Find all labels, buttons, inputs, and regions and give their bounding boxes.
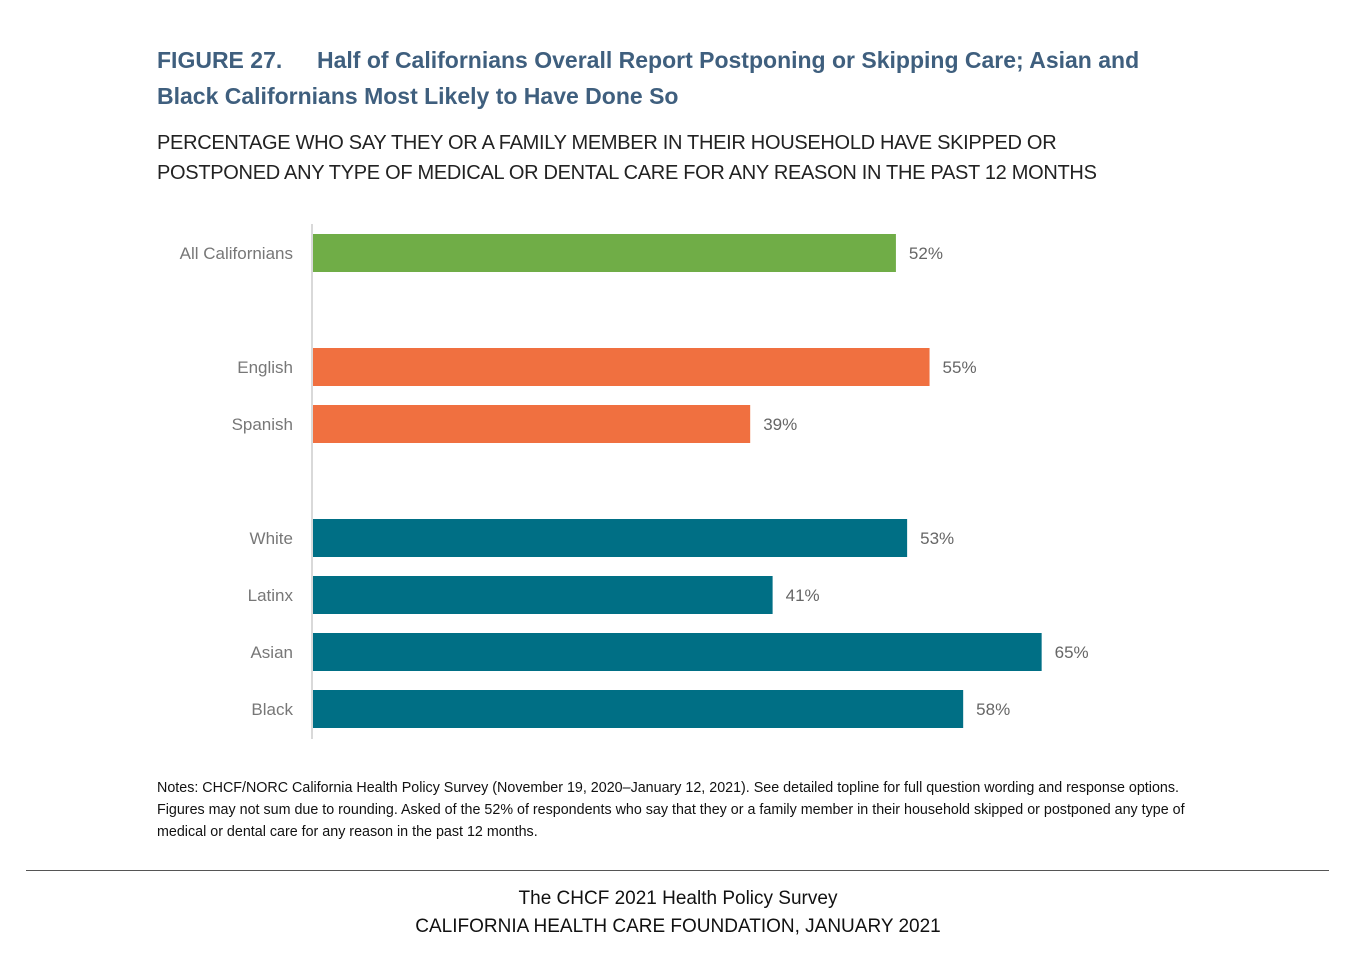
bar-all-californians [313, 234, 896, 272]
bar-spanish [313, 405, 751, 443]
bar-white [313, 519, 908, 557]
category-label: White [250, 529, 293, 548]
footer: The CHCF 2021 Health Policy Survey CALIF… [0, 885, 1356, 941]
value-label: 39% [763, 415, 797, 434]
bar-asian [313, 633, 1042, 671]
value-label: 58% [976, 700, 1010, 719]
footer-survey-name: The CHCF 2021 Health Policy Survey [518, 888, 838, 909]
bar-black [313, 690, 964, 728]
category-label: Spanish [232, 415, 293, 434]
category-label: English [237, 358, 293, 377]
category-label: Black [251, 700, 293, 719]
bar-chart: All Californians 52% English 55% Spanish 39% W… [180, 224, 1089, 739]
bar-english [313, 348, 930, 386]
chart-notes: Notes: CHCF/NORC California Health Polic… [157, 780, 1185, 840]
value-label: 65% [1055, 643, 1089, 662]
figure-label: FIGURE 27. [157, 47, 283, 73]
value-label: 52% [909, 244, 943, 263]
footer-organization: CALIFORNIA HEALTH CARE FOUNDATION, JANUA… [415, 916, 941, 937]
category-label: All Californians [180, 244, 293, 263]
value-label: 53% [920, 529, 954, 548]
value-label: 41% [786, 586, 820, 605]
category-label: Latinx [248, 586, 294, 605]
chart-subtitle: PERCENTAGE WHO SAY THEY OR A FAMILY MEMB… [157, 132, 1097, 184]
bar-latinx [313, 576, 773, 614]
footer-divider [26, 870, 1329, 871]
figure-title-text: Half of Californians Overall Report Post… [157, 47, 1140, 109]
figure-title: FIGURE 27. Half of Californians Overall R… [157, 42, 1177, 114]
value-label: 55% [943, 358, 977, 377]
category-label: Asian [250, 643, 293, 662]
